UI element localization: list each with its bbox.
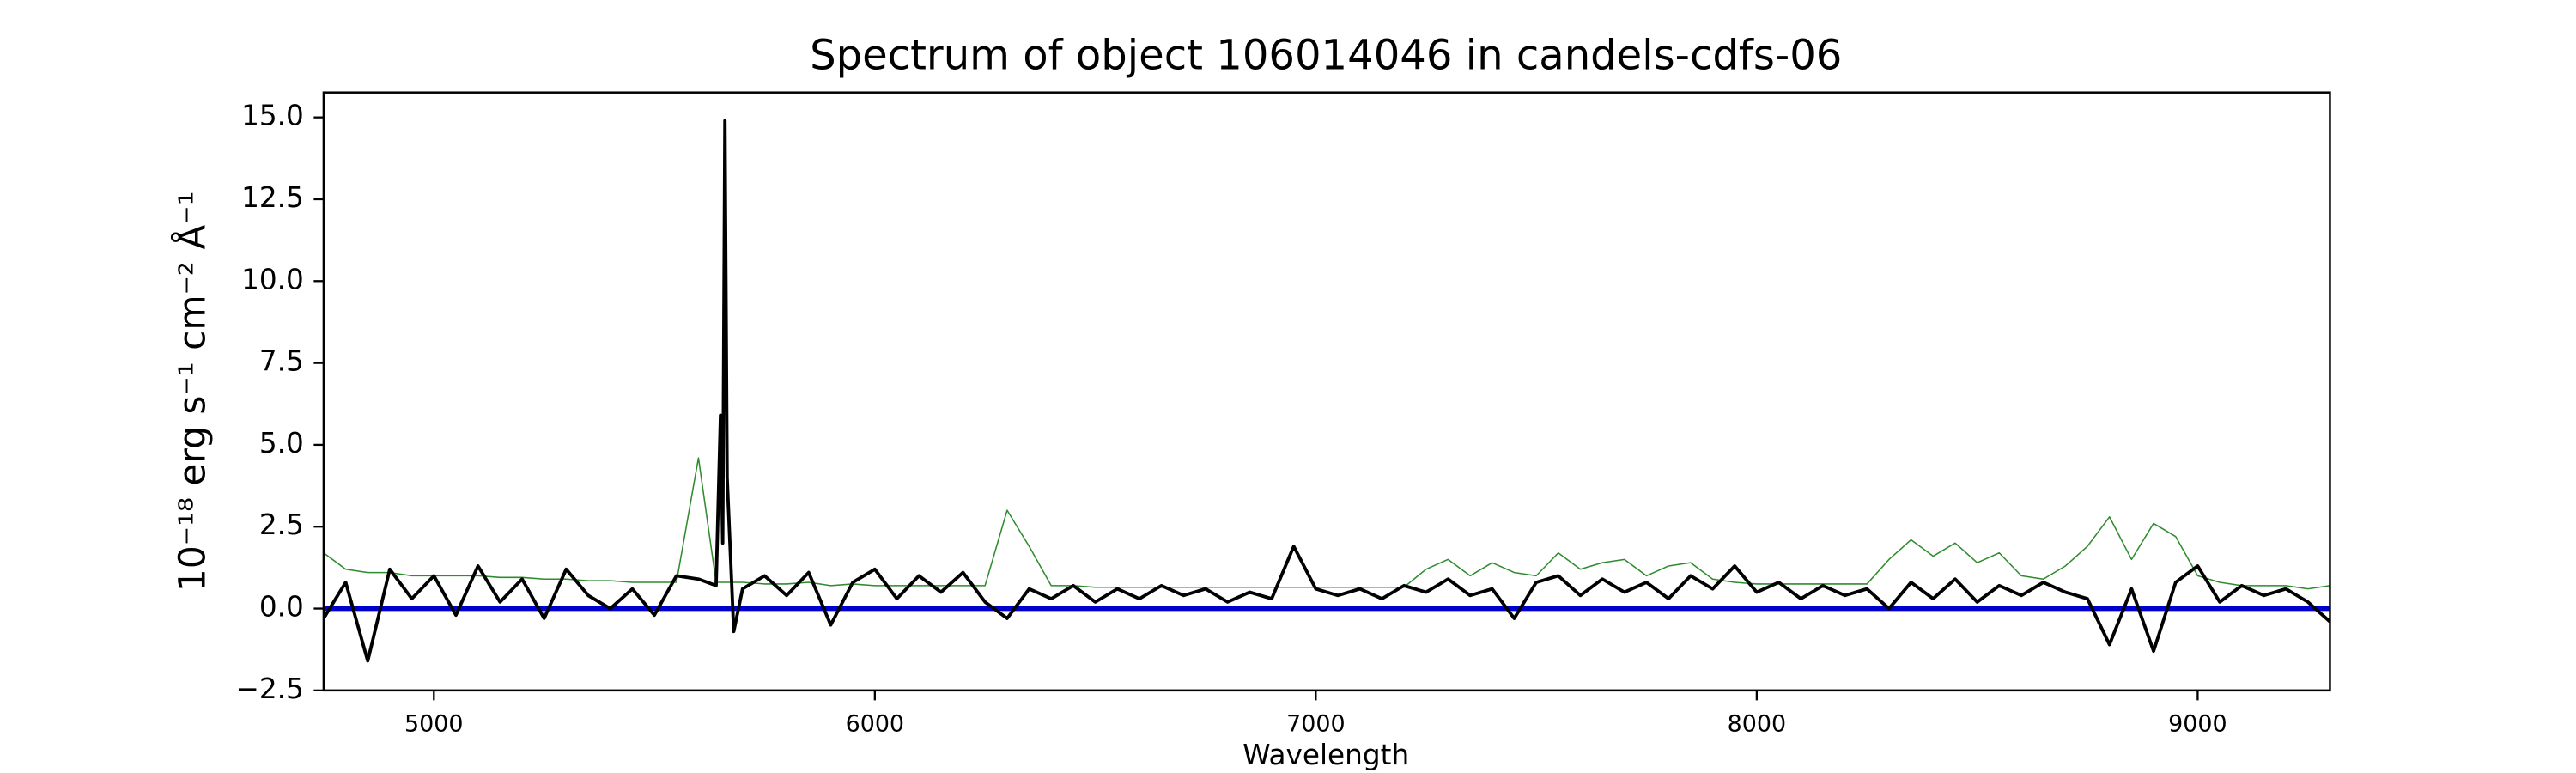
series-line <box>323 457 2330 590</box>
y-tick-label: 5.0 <box>259 427 304 460</box>
x-tick-label: 5000 <box>404 711 463 738</box>
y-tick-label: −2.5 <box>235 673 303 705</box>
plot-area <box>323 119 2330 663</box>
y-tick-label: 10.0 <box>241 263 304 295</box>
y-tick-label: 0.0 <box>259 591 304 624</box>
x-tick-label: 7000 <box>1286 711 1345 738</box>
y-axis-label: 10⁻¹⁸ erg s⁻¹ cm⁻² Å⁻¹ <box>170 191 213 592</box>
x-tick-label: 9000 <box>2168 711 2227 738</box>
chart-title: Spectrum of object 106014046 in candels-… <box>810 31 1842 79</box>
series-line <box>323 119 2330 663</box>
y-tick-label: 7.5 <box>259 345 304 378</box>
y-tick-label: 15.0 <box>241 100 304 132</box>
y-tick-label: 2.5 <box>259 508 304 541</box>
y-tick-label: 12.5 <box>241 181 304 214</box>
axes-frame <box>322 91 2331 692</box>
x-tick-label: 6000 <box>846 711 904 738</box>
x-axis-label: Wavelength <box>1242 739 1409 771</box>
x-tick-label: 8000 <box>1728 711 1786 738</box>
